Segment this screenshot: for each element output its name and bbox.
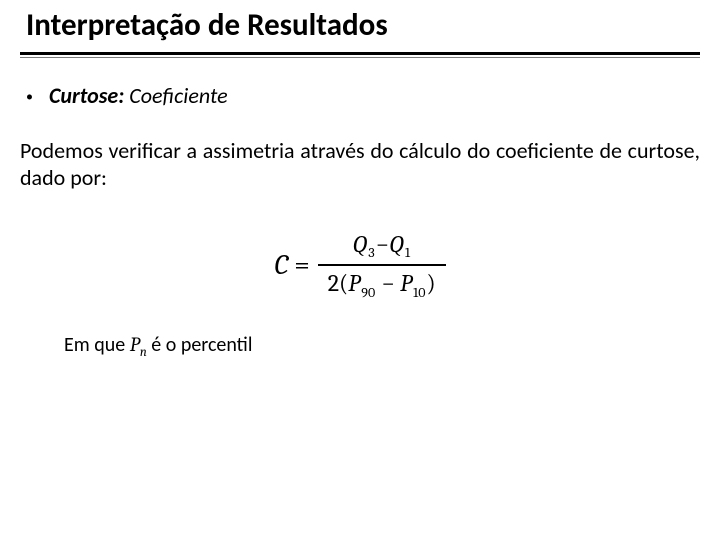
- bullet-rest: Coeficiente: [124, 82, 227, 109]
- formula-lhs: C: [274, 249, 294, 281]
- bullet-dot-icon: •: [26, 90, 33, 104]
- num-sub1: 1: [404, 244, 411, 261]
- page-title: Interpretação de Resultados: [26, 8, 700, 44]
- formula-fraction: Q3−Q1 2(P90 − P10): [318, 230, 446, 301]
- footnote-pn: Pn: [130, 333, 147, 356]
- formula-numerator: Q3−Q1: [342, 230, 421, 262]
- bullet-row: • Curtose: Coeficiente: [20, 82, 700, 109]
- paragraph: Podemos verificar a assimetria através d…: [20, 137, 700, 192]
- slide: Interpretação de Resultados • Curtose: C…: [0, 0, 720, 540]
- num-q2: Q: [389, 230, 404, 258]
- den-sub10: 10: [412, 284, 426, 301]
- footnote: Em que Pn é o percentil: [20, 333, 700, 360]
- bullet-text: Curtose: Coeficiente: [49, 82, 228, 109]
- footnote-prefix: Em que: [64, 333, 130, 357]
- body: • Curtose: Coeficiente Podemos verificar…: [0, 58, 720, 360]
- num-q1: Q: [352, 230, 367, 258]
- footnote-suffix: é o percentil: [147, 333, 253, 357]
- bullet-term: Curtose:: [49, 82, 124, 109]
- formula: C = Q3−Q1 2(P90 − P10): [20, 230, 700, 301]
- formula-eq: =: [294, 249, 318, 281]
- den-p1: P: [348, 269, 360, 297]
- divider-thick: [20, 52, 700, 55]
- footnote-P: P: [130, 333, 140, 356]
- num-sub3: 3: [367, 244, 375, 261]
- title-wrap: Interpretação de Resultados: [0, 0, 720, 44]
- den-close: ): [426, 269, 435, 297]
- fraction-bar: [318, 264, 446, 266]
- footnote-n: n: [140, 345, 147, 360]
- num-minus: −: [376, 230, 389, 258]
- den-open: 2(: [328, 269, 349, 297]
- den-sub90: 90: [360, 284, 376, 301]
- den-p2: P: [400, 269, 412, 297]
- formula-denominator: 2(P90 − P10): [318, 269, 446, 301]
- den-minus: −: [376, 269, 400, 297]
